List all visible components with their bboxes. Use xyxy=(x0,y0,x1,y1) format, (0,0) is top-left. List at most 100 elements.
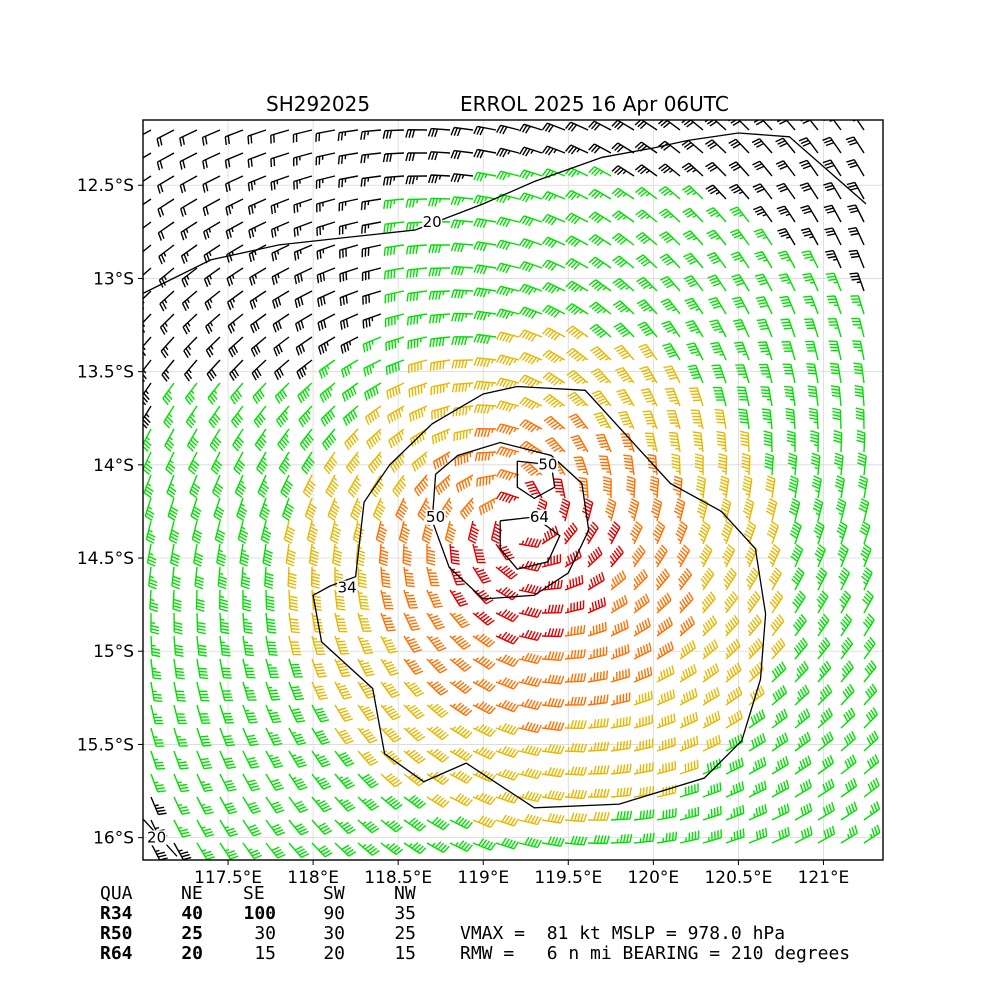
wind-barb xyxy=(299,428,314,451)
wind-barb xyxy=(696,498,709,522)
wind-barb xyxy=(219,704,235,724)
wind-barb xyxy=(587,546,603,568)
wind-barb xyxy=(610,834,633,844)
wind-barb xyxy=(824,227,842,246)
radii-row-r34-ne: 40 xyxy=(181,903,203,924)
wind-barb xyxy=(760,386,773,407)
wind-barb xyxy=(449,589,469,607)
wind-barb xyxy=(675,520,688,545)
wind-barb xyxy=(730,251,750,269)
wind-barb xyxy=(635,186,658,200)
wind-barb xyxy=(337,129,359,141)
wind-barb xyxy=(564,672,587,683)
wind-barb xyxy=(518,192,543,203)
wind-barb xyxy=(636,299,658,315)
wind-barb xyxy=(395,497,409,521)
wind-barb xyxy=(732,319,750,338)
wind-barb xyxy=(143,405,152,429)
wind-barb xyxy=(610,619,629,637)
wind-barb xyxy=(392,474,407,498)
wind-barb xyxy=(771,756,789,775)
wind-barb xyxy=(226,244,244,263)
wind-barb xyxy=(472,701,496,715)
wind-barb xyxy=(242,796,261,814)
wind-barb xyxy=(342,405,359,427)
wind-barb xyxy=(426,771,450,786)
wind-barb xyxy=(350,497,363,522)
wind-barb xyxy=(829,362,842,384)
wind-barb xyxy=(635,209,658,223)
wind-barb xyxy=(518,260,543,273)
wind-barb xyxy=(659,231,681,246)
wind-barb xyxy=(315,152,336,166)
wind-barb xyxy=(724,591,739,614)
wind-barb xyxy=(610,570,627,591)
wind-barb xyxy=(602,476,612,499)
wind-barb xyxy=(288,704,306,723)
wind-barb xyxy=(495,745,520,758)
wind-barb xyxy=(679,640,697,660)
wind-barb xyxy=(403,794,427,809)
wind-barb xyxy=(295,336,313,356)
wind-barb xyxy=(812,498,824,522)
wind-barb xyxy=(863,777,880,798)
title-storm-label: ERROL 2025 16 Apr 06UTC xyxy=(460,92,729,116)
wind-barb xyxy=(382,152,405,163)
wind-barb xyxy=(541,191,566,202)
wind-barb xyxy=(472,678,496,692)
wind-barb xyxy=(143,382,152,406)
wind-barb xyxy=(748,827,768,844)
wind-barb xyxy=(143,336,152,359)
wind-barb xyxy=(417,497,431,521)
wind-barb xyxy=(270,152,290,168)
wind-barb xyxy=(184,382,198,406)
wind-barb xyxy=(857,452,867,476)
wind-barb xyxy=(318,336,336,355)
wind-barb xyxy=(728,138,750,154)
wind-barb xyxy=(495,469,520,481)
contour-label-bg-1 xyxy=(146,830,167,846)
wind-barb xyxy=(587,646,608,660)
wind-barb xyxy=(518,790,542,803)
wind-barb xyxy=(626,475,636,499)
wind-barb xyxy=(851,317,865,338)
summary-vmax-mslp: VMAX = 81 kt MSLP = 978.0 hPa xyxy=(460,923,785,944)
wind-barb xyxy=(295,313,313,332)
wind-barb xyxy=(863,801,881,821)
wind-barb xyxy=(428,197,451,207)
wind-barb xyxy=(518,652,542,665)
wind-barb xyxy=(186,428,199,452)
wind-barb xyxy=(383,244,405,256)
wind-barb xyxy=(272,290,290,309)
wind-barb xyxy=(159,290,175,312)
wind-barb xyxy=(807,385,819,407)
wind-barb xyxy=(725,710,743,729)
lat-tick-label-1: 13°S xyxy=(93,269,134,289)
wind-barb xyxy=(173,819,191,838)
wind-barb xyxy=(565,325,589,340)
radii-row-r50-nw: 25 xyxy=(394,923,416,944)
wind-barb xyxy=(679,735,699,752)
wind-barb xyxy=(840,683,855,706)
wind-barb xyxy=(671,453,681,476)
wind-barb xyxy=(340,336,359,354)
wind-barb xyxy=(616,388,635,407)
wind-barb xyxy=(623,454,635,476)
wind-barb xyxy=(265,727,283,746)
wind-barb xyxy=(288,819,309,836)
wind-barb xyxy=(311,819,333,835)
wind-barb xyxy=(473,218,497,229)
wind-barb xyxy=(451,312,474,322)
wind-barb xyxy=(495,543,515,561)
wind-barb xyxy=(316,267,336,284)
wind-barb xyxy=(564,649,586,660)
wind-barb xyxy=(288,773,308,791)
wind-barb xyxy=(635,254,658,269)
wind-barb xyxy=(150,681,163,702)
wind-barb xyxy=(702,710,721,729)
radii-row-r34-label: R34 xyxy=(100,903,133,924)
wind-barb xyxy=(473,241,497,252)
wind-barb xyxy=(265,750,284,769)
wind-barb xyxy=(265,773,284,791)
wind-barb xyxy=(776,182,796,200)
